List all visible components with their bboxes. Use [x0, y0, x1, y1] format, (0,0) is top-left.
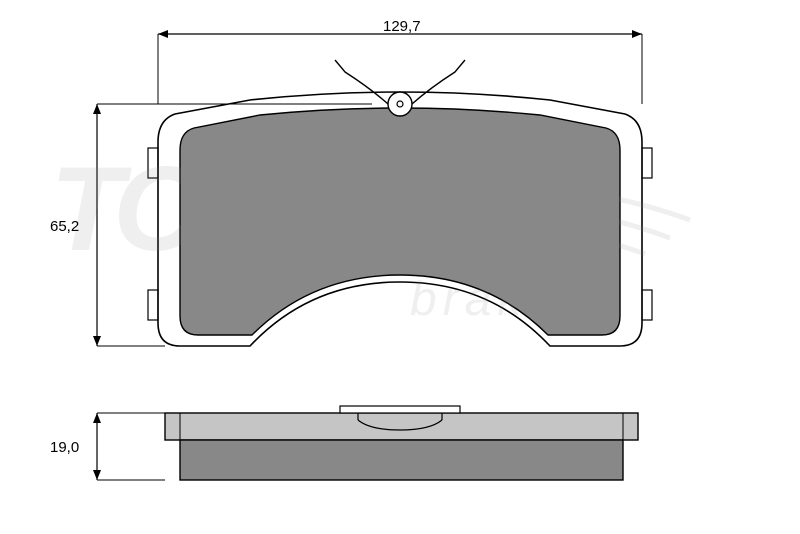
width-value: 129,7: [383, 18, 421, 35]
brake-pad-side-view: [165, 406, 638, 480]
height-value: 65,2: [50, 218, 79, 235]
dim-thickness: [93, 413, 165, 480]
brake-pad-front-view: [148, 60, 652, 346]
technical-drawing: [0, 0, 800, 534]
wear-indicator-clip: [335, 60, 465, 116]
thickness-value: 19,0: [50, 439, 79, 456]
